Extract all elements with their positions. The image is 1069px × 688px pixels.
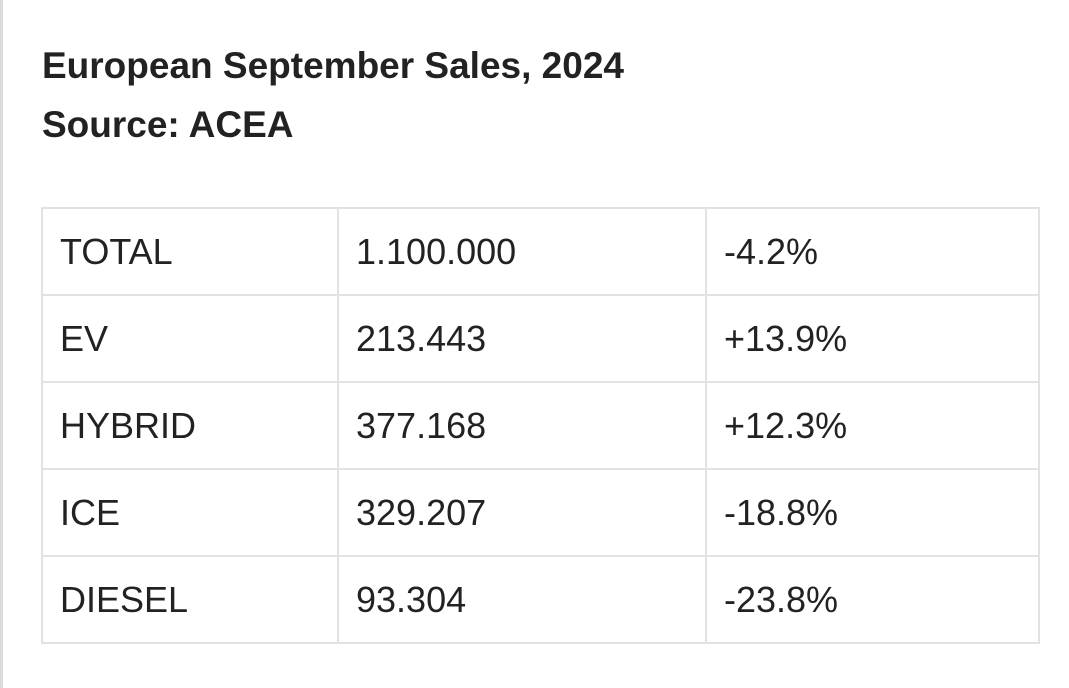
table-row-hybrid: HYBRID 377.168 +12.3% <box>41 381 1040 470</box>
units-cell: 213.443 <box>337 294 707 383</box>
category-cell: HYBRID <box>41 381 339 470</box>
change-cell: +13.9% <box>705 294 1040 383</box>
category-cell: DIESEL <box>41 555 339 644</box>
sales-table: TOTAL 1.100.000 -4.2% EV 213.443 +13.9% … <box>41 207 1040 644</box>
table-row-ice: ICE 329.207 -18.8% <box>41 468 1040 557</box>
units-cell: 1.100.000 <box>337 207 707 296</box>
units-cell: 377.168 <box>337 381 707 470</box>
category-cell: EV <box>41 294 339 383</box>
category-cell: ICE <box>41 468 339 557</box>
source-caption: Source: ACEA <box>42 104 294 145</box>
change-cell: -18.8% <box>705 468 1040 557</box>
units-cell: 93.304 <box>337 555 707 644</box>
change-cell: -23.8% <box>705 555 1040 644</box>
heading-block: European September Sales, 2024 Source: A… <box>42 36 624 154</box>
page-title: European September Sales, 2024 <box>42 45 624 86</box>
change-cell: -4.2% <box>705 207 1040 296</box>
table-row-ev: EV 213.443 +13.9% <box>41 294 1040 383</box>
change-cell: +12.3% <box>705 381 1040 470</box>
table-row-diesel: DIESEL 93.304 -23.8% <box>41 555 1040 644</box>
table-row-total: TOTAL 1.100.000 -4.2% <box>41 207 1040 296</box>
category-cell: TOTAL <box>41 207 339 296</box>
left-edge-divider <box>0 0 3 688</box>
units-cell: 329.207 <box>337 468 707 557</box>
